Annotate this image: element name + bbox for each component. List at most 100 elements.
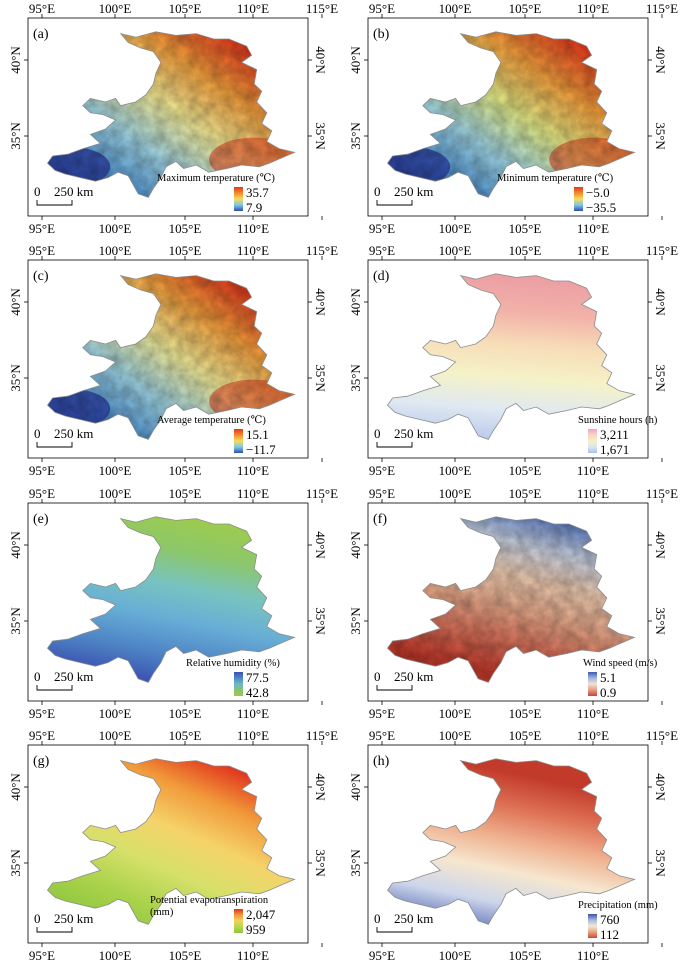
legend-max-value: 5.1 [600, 670, 616, 685]
lon-label-top: 105°E [169, 486, 202, 501]
lon-label-top: 105°E [169, 243, 202, 258]
basin-outline [46, 31, 296, 198]
panel-label: (c) [33, 269, 49, 284]
lon-label-top: 110°E [577, 1, 609, 16]
scale-bar [36, 685, 73, 691]
legend-color-ramp [588, 914, 597, 938]
lat-label-left: 35°N [8, 122, 23, 150]
legend-max-value: 760 [600, 912, 620, 927]
lat-label-left: 40°N [8, 288, 23, 316]
panel-label: (g) [33, 754, 50, 769]
legend-color-ramp [588, 672, 597, 696]
panel-label: (a) [33, 27, 49, 42]
scale-distance: 250 km [394, 426, 433, 441]
panel-label: (b) [373, 27, 390, 42]
lon-label-bottom: 110°E [577, 221, 609, 236]
lon-label-top: 95°E [29, 1, 55, 16]
map-svg-c: 95°E 95°E 100°E 100°E 105°E 105°E 110°E 110°E 11… [8, 243, 338, 478]
lat-label-right: 40°N [313, 531, 328, 559]
lon-label-top: 115°E [306, 728, 338, 743]
legend-min-value: −35.5 [586, 200, 616, 215]
lon-label-top: 110°E [237, 1, 269, 16]
lon-label-top: 100°E [99, 728, 132, 743]
lat-label-left: 35°N [348, 364, 363, 392]
legend-max-value: 15.1 [246, 427, 269, 442]
lon-label-bottom: 100°E [439, 706, 472, 721]
map-frame [27, 17, 309, 217]
lat-label-left: 35°N [8, 607, 23, 635]
lon-label-top: 105°E [509, 486, 542, 501]
lon-label-bottom: 95°E [29, 948, 55, 963]
lat-label-left: 40°N [348, 773, 363, 801]
legend-title: Precipitation (mm) [578, 900, 658, 911]
map-svg-g: 95°E 95°E 100°E 100°E 105°E 105°E 110°E 110°E 11… [8, 728, 338, 963]
legend-min-value: 0.9 [600, 685, 616, 700]
lon-label-top: 95°E [29, 728, 55, 743]
lon-label-top: 110°E [577, 486, 609, 501]
legend-title: Potential evapotranspiration [150, 895, 269, 906]
basin-outline [386, 758, 636, 925]
lon-label-bottom: 100°E [99, 221, 132, 236]
legend-color-ramp [234, 909, 243, 933]
lon-label-bottom: 110°E [577, 463, 609, 478]
map-svg-d: 95°E 95°E 100°E 100°E 105°E 105°E 110°E 110°E 11… [348, 243, 678, 478]
map-panel-e: 95°E 95°E 100°E 100°E 105°E 105°E 110°E 110°E 11… [0, 486, 340, 729]
legend-color-ramp [588, 429, 597, 453]
lon-label-top: 95°E [29, 486, 55, 501]
lon-label-bottom: 105°E [509, 948, 542, 963]
lon-label-top: 100°E [439, 1, 472, 16]
legend-min-value: −11.7 [246, 442, 276, 457]
lon-label-top: 100°E [99, 1, 132, 16]
lat-label-right: 40°N [313, 288, 328, 316]
scale-zero: 0 [374, 426, 381, 441]
panel-label: (h) [373, 754, 390, 769]
lat-label-right: 35°N [313, 364, 328, 392]
lon-label-bottom: 110°E [577, 706, 609, 721]
lon-label-bottom: 110°E [237, 463, 269, 478]
scale-distance: 250 km [54, 669, 93, 684]
legend-min-value: 959 [246, 922, 266, 937]
basin-outline [386, 31, 636, 198]
lat-label-right: 40°N [653, 46, 668, 74]
lat-label-left: 35°N [348, 849, 363, 877]
scale-zero: 0 [374, 669, 381, 684]
scale-bar [36, 200, 73, 206]
legend-color-ramp [234, 187, 243, 211]
lat-label-right: 35°N [653, 364, 668, 392]
lon-label-bottom: 105°E [509, 706, 542, 721]
panel-label: (d) [373, 269, 390, 284]
scale-distance: 250 km [394, 911, 433, 926]
basin-outline [386, 273, 636, 440]
scale-zero: 0 [34, 669, 41, 684]
map-panel-d: 95°E 95°E 100°E 100°E 105°E 105°E 110°E 110°E 11… [340, 243, 680, 486]
lat-label-left: 35°N [348, 122, 363, 150]
map-frame [27, 259, 309, 459]
lat-label-left: 40°N [348, 288, 363, 316]
basin-outline [46, 758, 296, 925]
lon-label-top: 115°E [646, 486, 678, 501]
lon-label-bottom: 110°E [237, 221, 269, 236]
lat-label-right: 35°N [313, 607, 328, 635]
lat-label-right: 40°N [313, 46, 328, 74]
lon-label-bottom: 100°E [99, 948, 132, 963]
legend-title: Relative humidity (%) [186, 658, 280, 669]
lon-label-bottom: 110°E [577, 948, 609, 963]
lon-label-bottom: 100°E [439, 463, 472, 478]
basin-outline [386, 516, 636, 683]
map-panel-g: 95°E 95°E 100°E 100°E 105°E 105°E 110°E 110°E 11… [0, 728, 340, 971]
lat-label-left: 40°N [348, 531, 363, 559]
lon-label-top: 105°E [509, 728, 542, 743]
legend-max-value: 3,211 [600, 427, 629, 442]
lat-label-right: 35°N [653, 849, 668, 877]
lon-label-top: 115°E [306, 1, 338, 16]
lon-label-top: 95°E [369, 243, 395, 258]
lon-label-bottom: 105°E [509, 463, 542, 478]
lon-label-bottom: 110°E [237, 706, 269, 721]
scale-distance: 250 km [394, 184, 433, 199]
lon-label-top: 95°E [369, 728, 395, 743]
lon-label-top: 100°E [99, 243, 132, 258]
lon-label-top: 110°E [237, 728, 269, 743]
legend-title: Wind speed (m/s) [583, 658, 658, 669]
lon-label-top: 110°E [577, 728, 609, 743]
lon-label-bottom: 105°E [169, 948, 202, 963]
